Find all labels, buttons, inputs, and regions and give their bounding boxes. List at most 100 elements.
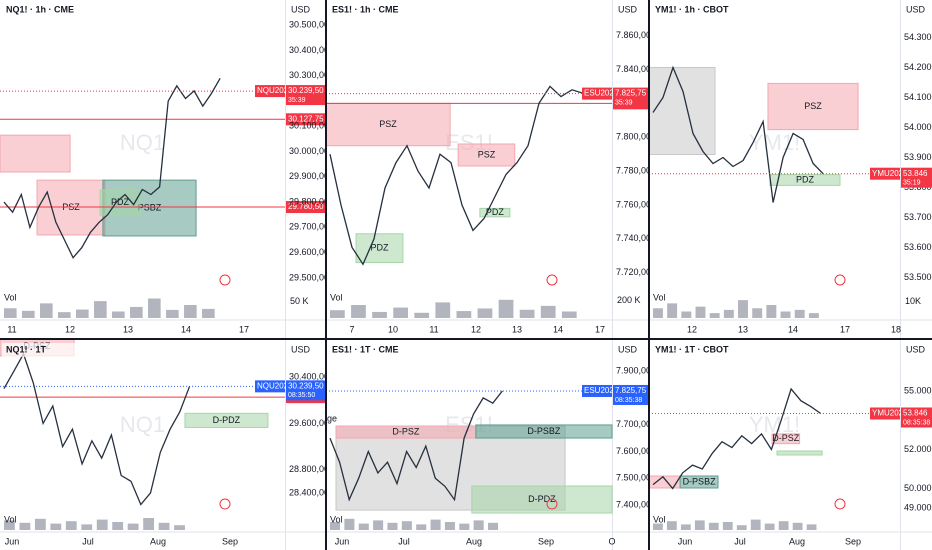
zone bbox=[679, 475, 719, 489]
x-tick-label: 13 bbox=[512, 324, 522, 334]
x-tick-label: Aug bbox=[150, 536, 166, 546]
volume-bar bbox=[709, 313, 720, 318]
title-bg bbox=[651, 3, 751, 17]
zone-label: D-PSBZ bbox=[527, 426, 561, 436]
volume-bar bbox=[416, 524, 427, 530]
volume-bar bbox=[694, 520, 705, 530]
title-bg bbox=[328, 3, 428, 17]
x-tick-label: 13 bbox=[123, 324, 133, 334]
volume-bar bbox=[764, 523, 775, 530]
level-tag bbox=[286, 113, 325, 126]
volume-bar bbox=[19, 522, 31, 530]
panel: YM1! D-PSBZ D-PSZ Vol 49.000 50.000 52.000 55.0… bbox=[649, 340, 932, 550]
x-tick-label: 12 bbox=[687, 324, 697, 334]
price-line bbox=[329, 85, 584, 266]
volume-bar bbox=[58, 312, 71, 318]
volume-bar bbox=[444, 522, 455, 530]
countdown: 35:19 bbox=[903, 180, 921, 187]
y-tick-label: 7.900,00 bbox=[616, 365, 651, 375]
volume-bar bbox=[808, 313, 819, 318]
symbol-tag bbox=[255, 85, 285, 98]
zone-label: PDZ bbox=[370, 243, 389, 253]
volume-bar bbox=[780, 311, 791, 318]
zone-label: PDZ bbox=[111, 197, 130, 207]
panel: YM1!PSZPDZVol10K53.50053.60053.70053.800… bbox=[649, 0, 932, 338]
symbol-tag bbox=[255, 380, 285, 393]
currency: USD bbox=[291, 344, 311, 354]
price-tag bbox=[286, 380, 325, 401]
y-tick-label: 29.500,00 bbox=[289, 272, 329, 282]
panel-title: NQ1! · 1h · CME bbox=[6, 4, 74, 14]
x-tick-label: Jun bbox=[5, 536, 20, 546]
title-bg bbox=[2, 343, 102, 357]
volume-tick: 200 K bbox=[617, 295, 641, 305]
level-label: 29.780,50 bbox=[288, 202, 324, 211]
symbol-tag bbox=[870, 407, 900, 420]
x-tick-label: Jul bbox=[398, 536, 410, 546]
volume-bar bbox=[738, 300, 748, 318]
volume-bar bbox=[540, 305, 556, 318]
volume-label: Vol bbox=[4, 514, 17, 524]
y-tick-label: 29.700,00 bbox=[289, 222, 329, 232]
x-tick-label: 14 bbox=[788, 324, 798, 334]
symbol-tag bbox=[870, 167, 900, 180]
zone-label: D-PDZ bbox=[528, 494, 556, 504]
volume-bar bbox=[794, 309, 805, 318]
volume-bar bbox=[722, 522, 733, 530]
zone bbox=[475, 424, 613, 439]
y-tick-label: 49.000 bbox=[904, 502, 932, 512]
volume-bar bbox=[708, 522, 719, 530]
volume-bar bbox=[653, 308, 663, 318]
volume-bar bbox=[752, 308, 763, 318]
volume-bar bbox=[351, 305, 366, 318]
x-tick-label: 7 bbox=[349, 324, 354, 334]
y-tick-label: 30.400,00 bbox=[289, 45, 329, 55]
volume-bar bbox=[766, 305, 777, 318]
volume-bar bbox=[387, 522, 398, 530]
panel: NQ1D-PSZD-PDZ30.053,50Vol28.400,0028.800… bbox=[0, 340, 325, 550]
symbol-label: YMU2026 bbox=[872, 169, 908, 178]
panel-title: YM1! · 1h · CBOT bbox=[655, 4, 729, 14]
symbol-label: NQU2026 bbox=[257, 86, 293, 95]
volume-bar bbox=[666, 521, 677, 530]
volume-bar bbox=[65, 521, 77, 530]
countdown: 35:39 bbox=[288, 97, 306, 104]
currency: USD bbox=[618, 4, 638, 14]
y-tick-label: 7.400,00 bbox=[616, 499, 651, 509]
symbol-label: ESU2026 bbox=[584, 89, 619, 98]
y-tick-label: 30.000,00 bbox=[289, 146, 329, 156]
y-tick-label: 53.700 bbox=[904, 212, 932, 222]
volume-bar bbox=[4, 520, 15, 530]
price-line bbox=[3, 352, 191, 506]
volume-bar bbox=[184, 305, 197, 318]
y-tick-label: 7.720,00 bbox=[616, 267, 651, 277]
panel-separator bbox=[0, 338, 932, 340]
volume-tick: 10K bbox=[905, 296, 921, 306]
zone-label: PSZ bbox=[379, 119, 397, 129]
volume-bar bbox=[680, 524, 691, 530]
panel-title: YM1! · 1T · CBOT bbox=[655, 344, 729, 354]
countdown: 08:35:50 bbox=[288, 392, 315, 399]
zone bbox=[36, 179, 106, 236]
volume-bar bbox=[50, 523, 62, 530]
title-bg bbox=[651, 343, 751, 357]
zone-label: PSZ bbox=[478, 149, 496, 159]
volume-bar bbox=[112, 311, 125, 318]
volume-tick: 50 K bbox=[290, 296, 309, 306]
currency: USD bbox=[906, 344, 926, 354]
volume-bar bbox=[34, 518, 46, 530]
alert-icon bbox=[219, 498, 231, 510]
volume-bar bbox=[127, 523, 139, 530]
alert-icon bbox=[834, 498, 846, 510]
volume-bar bbox=[372, 311, 387, 318]
x-tick-label: Jul bbox=[82, 536, 94, 546]
volume-bar bbox=[143, 518, 155, 530]
y-tick-label: 54.300 bbox=[904, 32, 932, 42]
price-line bbox=[652, 387, 822, 490]
symbol-tag bbox=[582, 384, 612, 397]
currency: USD bbox=[618, 344, 638, 354]
volume-bar bbox=[393, 307, 409, 318]
zone bbox=[767, 82, 859, 131]
x-tick-label: O bbox=[608, 536, 615, 546]
price-label: 30.239,50 bbox=[288, 381, 324, 390]
